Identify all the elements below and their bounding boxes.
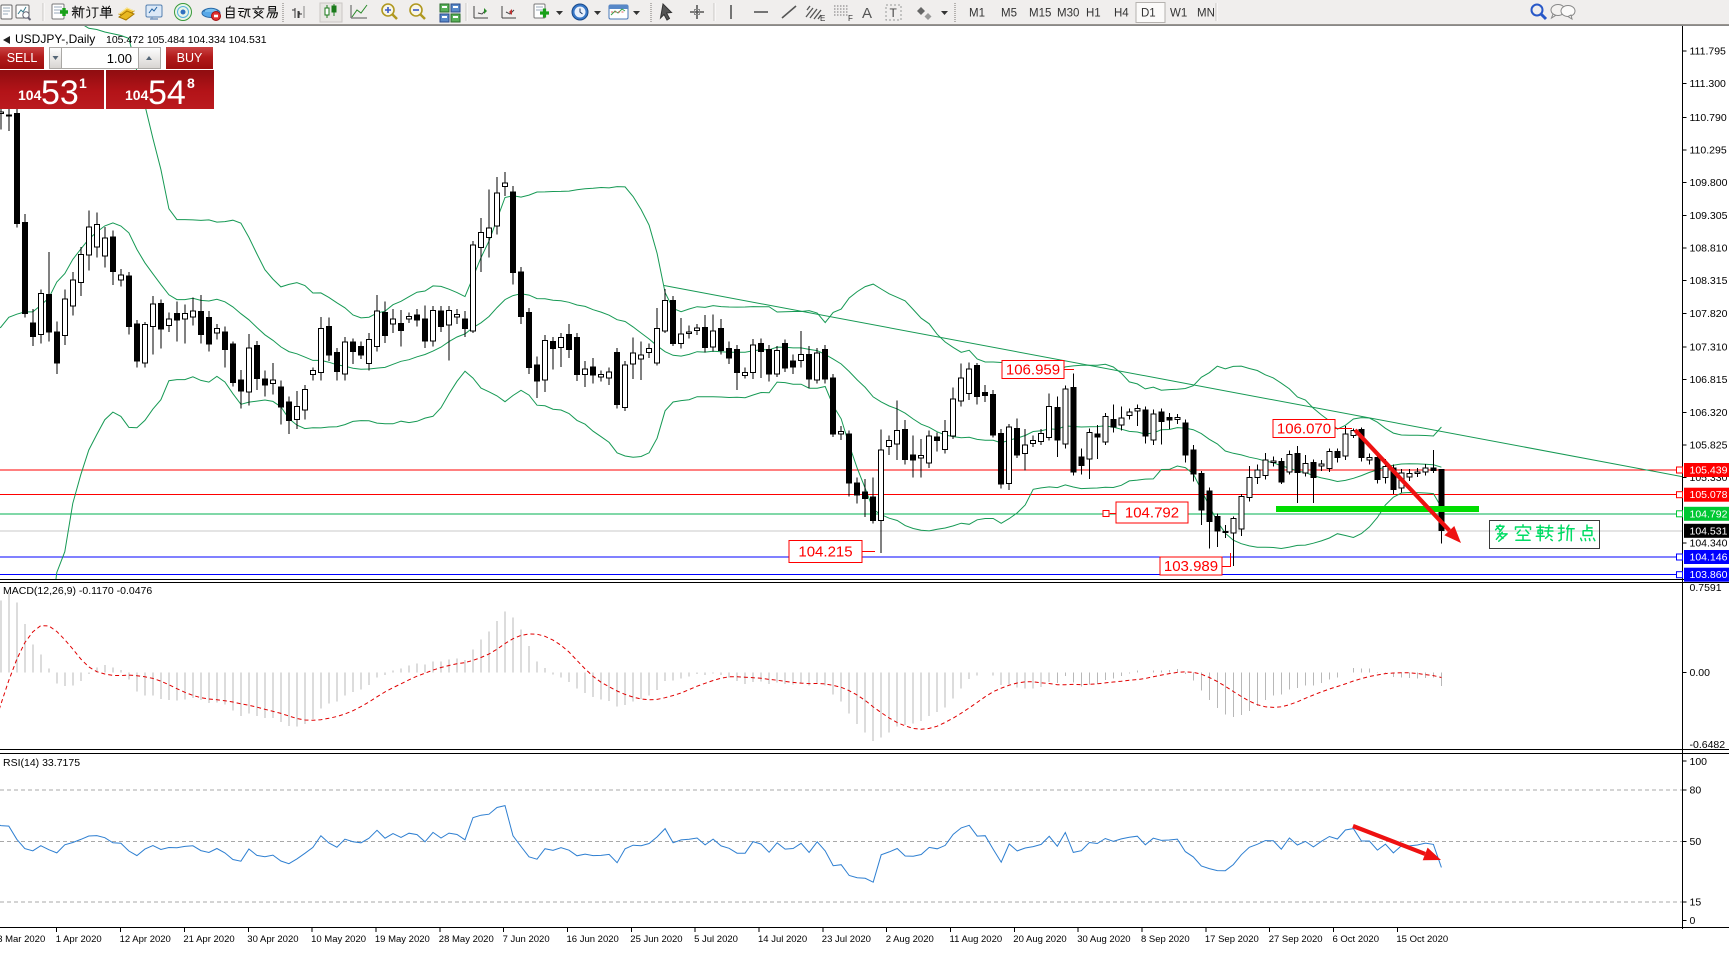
svg-text:0.00: 0.00 [1690, 667, 1711, 679]
svg-text:15: 15 [1690, 896, 1702, 908]
svg-text:103.989: 103.989 [1164, 558, 1218, 575]
svg-text:H4: H4 [1114, 8, 1129, 20]
svg-text:111.300: 111.300 [1690, 78, 1727, 90]
svg-text:107.310: 107.310 [1690, 342, 1728, 354]
svg-text:USDJPY-,Daily: USDJPY-,Daily [15, 32, 95, 46]
svg-text:5 Jul 2020: 5 Jul 2020 [694, 934, 738, 945]
svg-text:19 May 2020: 19 May 2020 [375, 934, 430, 945]
svg-text:15 Oct 2020: 15 Oct 2020 [1396, 934, 1448, 945]
svg-text:12 Apr 2020: 12 Apr 2020 [120, 934, 171, 945]
svg-text:M5: M5 [1001, 8, 1017, 20]
svg-text:30 Apr 2020: 30 Apr 2020 [247, 934, 298, 945]
svg-text:104.792: 104.792 [1125, 505, 1179, 522]
svg-text:25 Jun 2020: 25 Jun 2020 [630, 934, 682, 945]
svg-text:104.340: 104.340 [1690, 538, 1728, 550]
svg-text:106.320: 106.320 [1690, 407, 1728, 419]
svg-text:21 Apr 2020: 21 Apr 2020 [183, 934, 234, 945]
svg-text:110.295: 110.295 [1690, 145, 1727, 157]
svg-text:104.215: 104.215 [798, 544, 852, 561]
svg-text:100: 100 [1690, 756, 1708, 768]
svg-text:M1: M1 [969, 8, 985, 20]
svg-text:108.315: 108.315 [1690, 275, 1728, 287]
svg-text:104.146: 104.146 [1690, 552, 1728, 564]
svg-text:7 Jun 2020: 7 Jun 2020 [503, 934, 550, 945]
svg-text:110.790: 110.790 [1690, 112, 1727, 124]
svg-text:20 Aug 2020: 20 Aug 2020 [1013, 934, 1066, 945]
svg-text:11 Aug 2020: 11 Aug 2020 [950, 934, 1003, 945]
svg-text:50: 50 [1690, 836, 1702, 848]
svg-text:108.810: 108.810 [1690, 243, 1728, 255]
svg-text:10 May 2020: 10 May 2020 [311, 934, 366, 945]
svg-text:111.795: 111.795 [1690, 46, 1727, 58]
svg-text:23 Mar 2020: 23 Mar 2020 [0, 934, 45, 945]
svg-text:28 May 2020: 28 May 2020 [439, 934, 494, 945]
svg-text:MN: MN [1197, 8, 1215, 20]
svg-text:1 Apr 2020: 1 Apr 2020 [56, 934, 102, 945]
svg-text:6 Oct 2020: 6 Oct 2020 [1333, 934, 1379, 945]
svg-text:105.439: 105.439 [1690, 465, 1728, 477]
svg-text:109.305: 109.305 [1690, 210, 1728, 222]
svg-text:109.800: 109.800 [1690, 177, 1728, 189]
svg-text:14 Jul 2020: 14 Jul 2020 [758, 934, 807, 945]
svg-text:53: 53 [41, 74, 79, 112]
svg-text:T: T [890, 6, 898, 20]
svg-text:-0.6482: -0.6482 [1690, 739, 1726, 751]
svg-text:105.472 105.484 104.334 104.53: 105.472 105.484 104.334 104.531 [106, 34, 267, 46]
svg-text:M15: M15 [1029, 8, 1051, 20]
svg-text:RSI(14) 33.7175: RSI(14) 33.7175 [3, 757, 80, 769]
svg-text:0.7591: 0.7591 [1690, 582, 1722, 594]
svg-text:1: 1 [79, 75, 87, 91]
svg-text:107.820: 107.820 [1690, 308, 1728, 320]
svg-text:105.825: 105.825 [1690, 440, 1728, 452]
svg-text:106.815: 106.815 [1690, 374, 1728, 386]
svg-text:MACD(12,26,9) -0.1170 -0.0476: MACD(12,26,9) -0.1170 -0.0476 [3, 585, 152, 597]
svg-text:W1: W1 [1170, 8, 1187, 20]
svg-text:16 Jun 2020: 16 Jun 2020 [567, 934, 619, 945]
svg-text:17 Sep 2020: 17 Sep 2020 [1205, 934, 1259, 945]
svg-text:106.959: 106.959 [1006, 362, 1060, 379]
svg-text:8: 8 [187, 75, 195, 91]
svg-text:103.860: 103.860 [1690, 569, 1728, 581]
svg-text:H1: H1 [1086, 8, 1101, 20]
svg-text:F: F [848, 14, 853, 23]
svg-text:0: 0 [1690, 915, 1696, 927]
svg-text:D1: D1 [1141, 8, 1156, 20]
svg-text:A: A [862, 5, 872, 22]
svg-text:2 Aug 2020: 2 Aug 2020 [886, 934, 934, 945]
svg-text:30 Aug 2020: 30 Aug 2020 [1077, 934, 1130, 945]
svg-text:106.070: 106.070 [1277, 421, 1331, 438]
svg-text:104: 104 [125, 87, 149, 103]
svg-text:80: 80 [1690, 785, 1702, 797]
svg-text:104.792: 104.792 [1690, 508, 1728, 520]
svg-text:54: 54 [148, 74, 186, 112]
svg-text:27 Sep 2020: 27 Sep 2020 [1269, 934, 1323, 945]
svg-text:104: 104 [18, 87, 42, 103]
svg-text:E: E [820, 14, 825, 23]
svg-text:23 Jul 2020: 23 Jul 2020 [822, 934, 871, 945]
svg-text:8 Sep 2020: 8 Sep 2020 [1141, 934, 1190, 945]
svg-text:105.078: 105.078 [1690, 489, 1728, 501]
svg-text:M30: M30 [1057, 8, 1079, 20]
svg-text:104.531: 104.531 [1690, 525, 1728, 537]
